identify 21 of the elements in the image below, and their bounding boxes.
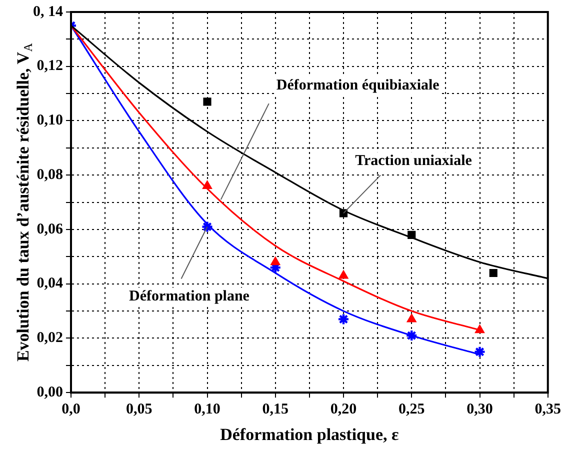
x-axis-title: Déformation plastique, ε xyxy=(220,425,399,444)
x-tick-label: 0,25 xyxy=(398,401,425,418)
y-tick-label: 0,00 xyxy=(36,384,63,400)
y-tick-label: 0,06 xyxy=(36,221,64,238)
y-tick-label: 0,04 xyxy=(36,276,64,292)
annotation: Déformation plane xyxy=(129,288,250,305)
x-tick-label: 0,10 xyxy=(194,401,220,418)
y-tick-label: 0,02 xyxy=(36,330,63,346)
annotation: Déformation équibiaxiale xyxy=(276,77,440,94)
x-tick-label: 0,0 xyxy=(62,401,80,418)
x-tick-label: 0,15 xyxy=(262,401,288,418)
y-tick-label: 0, 14 xyxy=(33,4,64,20)
x-tick-label: 0,05 xyxy=(126,401,152,418)
x-tick-label: 0,20 xyxy=(330,401,357,418)
x-tick-label: 0,35 xyxy=(534,401,561,418)
y-axis-title: Evolution du taux d’austénite résiduelle, VA xyxy=(13,42,36,362)
y-tick-label: 0,12 xyxy=(36,58,63,74)
annotation: Traction uniaxiale xyxy=(355,153,472,170)
y-tick-label: 0,10 xyxy=(36,112,63,129)
y-tick-label: 0,08 xyxy=(36,166,63,183)
x-tick-label: 0,30 xyxy=(466,401,493,418)
